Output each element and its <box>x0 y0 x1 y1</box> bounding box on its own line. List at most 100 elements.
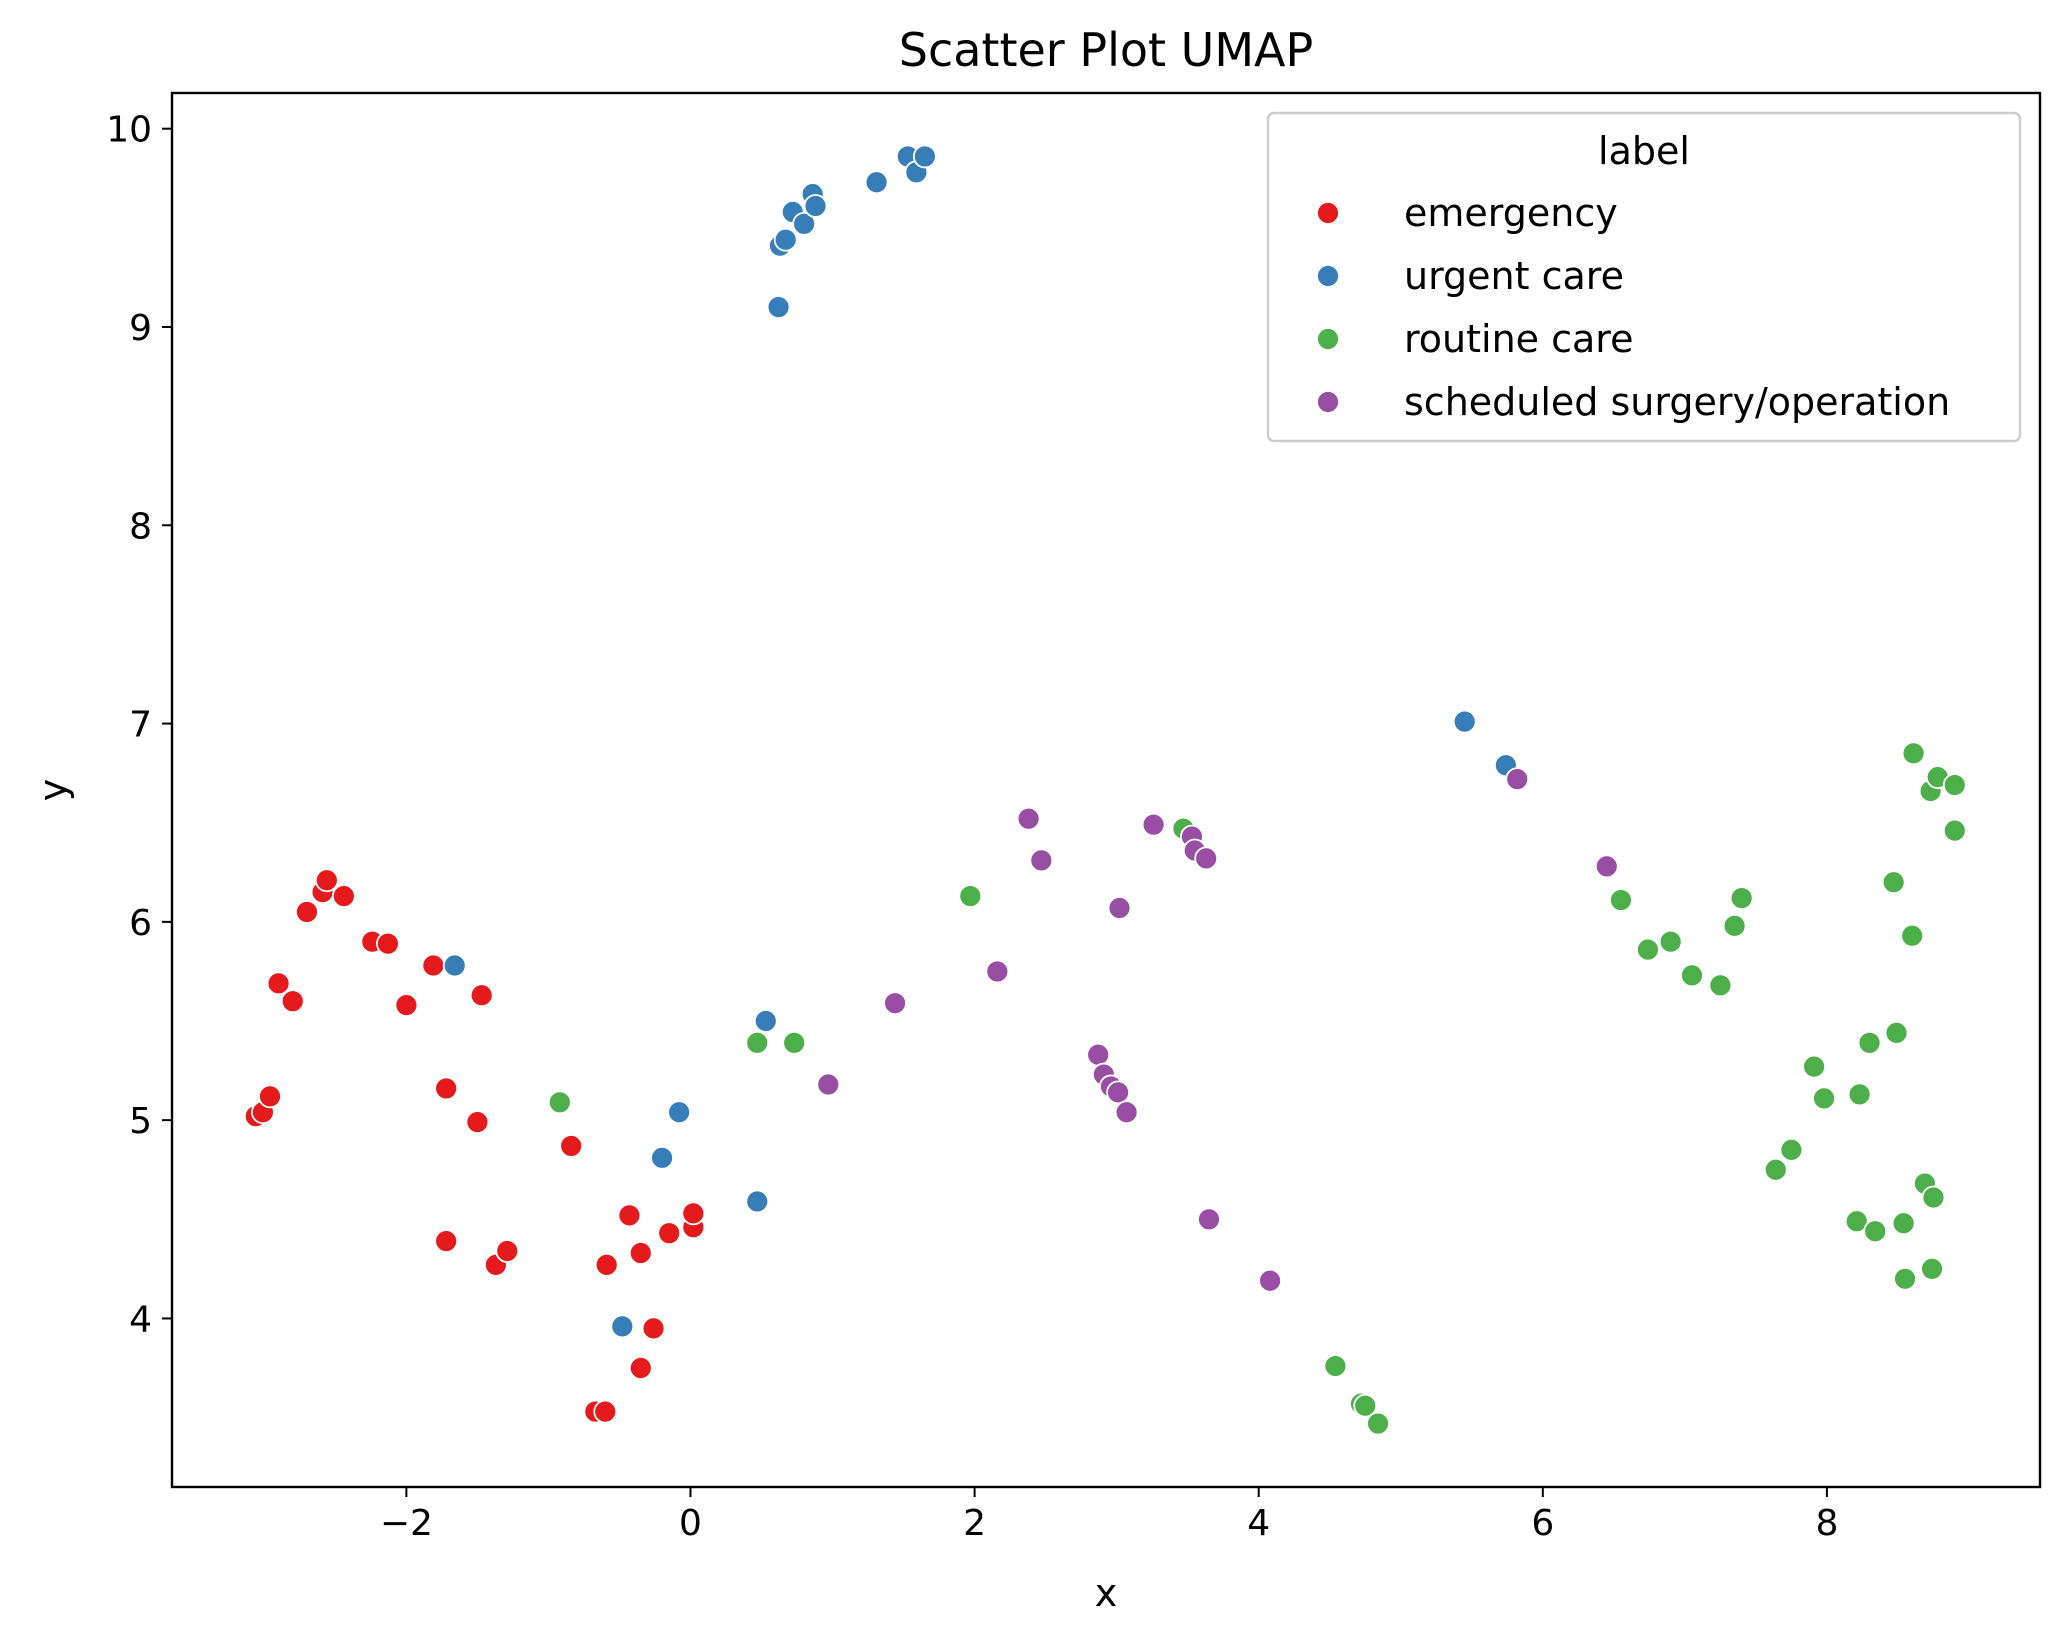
legend-label: urgent care <box>1404 254 1624 298</box>
data-point <box>1847 1082 1872 1107</box>
data-point <box>773 227 798 252</box>
legend-box <box>1266 111 2022 443</box>
data-point <box>1763 1157 1788 1182</box>
legend: label emergency urgent care routine care sc… <box>1266 111 2022 443</box>
legend-marker <box>1316 201 1340 225</box>
legend-marker <box>1316 390 1340 414</box>
data-point <box>442 953 467 978</box>
data-point <box>766 295 791 320</box>
data-point <box>394 993 419 1018</box>
x-tick-label: 8 <box>1815 1503 1838 1544</box>
x-tick-label: −2 <box>380 1503 433 1544</box>
y-axis: 4 5 6 7 8 9 10 <box>106 110 172 1340</box>
y-tick-label: 5 <box>129 1101 152 1142</box>
data-point <box>1901 741 1926 766</box>
data-point <box>782 1030 807 1055</box>
data-point <box>593 1399 618 1424</box>
data-point <box>1812 1086 1836 1111</box>
data-point <box>434 1076 459 1101</box>
data-point <box>610 1314 635 1339</box>
data-point <box>1729 886 1754 910</box>
data-point <box>258 1084 282 1109</box>
x-tick-label: 6 <box>1531 1503 1554 1544</box>
y-tick-label: 6 <box>129 903 152 944</box>
data-point <box>421 953 446 978</box>
data-point <box>1658 929 1683 954</box>
data-point <box>266 971 291 996</box>
data-point <box>1258 1268 1282 1293</box>
data-point <box>1708 973 1733 998</box>
data-point <box>1680 963 1704 988</box>
chart-title: Scatter Plot UMAP <box>899 23 1313 77</box>
data-point <box>1893 1266 1917 1291</box>
data-point <box>469 983 494 1008</box>
data-point <box>1107 896 1132 920</box>
legend-label: emergency <box>1404 191 1618 235</box>
data-point <box>314 868 339 893</box>
data-point <box>1942 818 1967 843</box>
data-point <box>559 1134 584 1158</box>
data-point <box>594 1253 619 1277</box>
data-point <box>465 1110 490 1135</box>
y-tick-label: 4 <box>129 1299 152 1340</box>
y-axis-label: y <box>31 779 75 802</box>
data-point <box>1844 1209 1869 1234</box>
x-axis: −2 0 2 4 6 8 <box>380 1487 1838 1544</box>
data-point <box>1505 767 1530 791</box>
data-point <box>1366 1411 1390 1436</box>
data-point <box>1106 1080 1130 1105</box>
legend-marker <box>1316 327 1340 351</box>
data-point <box>617 1203 642 1228</box>
data-point <box>1920 1256 1944 1281</box>
data-point <box>681 1201 706 1226</box>
data-point <box>547 1090 572 1115</box>
points-layer <box>243 144 1967 1436</box>
data-point <box>1194 846 1219 871</box>
legend-marker <box>1316 264 1340 288</box>
legend-label: scheduled surgery/operation <box>1404 380 1950 424</box>
data-point <box>1029 848 1054 873</box>
legend-title: label <box>1598 129 1690 173</box>
data-point <box>1779 1138 1804 1162</box>
data-point <box>985 959 1010 984</box>
data-point <box>295 900 319 924</box>
series-2 <box>547 741 1967 1436</box>
data-point <box>1086 1042 1111 1067</box>
y-tick-label: 9 <box>129 308 152 349</box>
data-point <box>628 1241 653 1265</box>
data-point <box>1594 854 1619 879</box>
data-point <box>650 1145 674 1170</box>
data-point <box>1722 913 1747 938</box>
series-3 <box>816 767 1619 1293</box>
data-point <box>1921 1185 1946 1210</box>
x-tick-label: 4 <box>1247 1503 1270 1544</box>
data-point <box>753 1009 778 1033</box>
data-point <box>641 1316 666 1341</box>
data-point <box>628 1356 653 1380</box>
data-point <box>1609 888 1633 912</box>
x-axis-label: x <box>1095 1571 1118 1615</box>
y-tick-label: 7 <box>129 705 152 746</box>
data-point <box>1857 1030 1882 1055</box>
data-point <box>331 884 356 908</box>
data-point <box>1114 1100 1139 1125</box>
data-point <box>912 144 937 169</box>
data-point <box>958 884 983 908</box>
x-tick-label: 0 <box>679 1503 702 1544</box>
y-tick-label: 10 <box>106 110 152 151</box>
data-point <box>434 1229 459 1254</box>
data-point <box>280 989 305 1014</box>
data-point <box>1452 709 1477 734</box>
data-point <box>667 1100 692 1125</box>
data-point <box>1016 806 1041 831</box>
data-point <box>1891 1211 1916 1236</box>
data-point <box>1900 923 1925 948</box>
data-point <box>816 1072 841 1097</box>
data-point <box>1802 1054 1827 1079</box>
data-point <box>1884 1021 1909 1045</box>
data-point <box>1141 812 1166 837</box>
legend-entries: emergency urgent care routine care schedule… <box>1316 191 1950 424</box>
data-point <box>864 170 889 195</box>
plot-frame <box>170 91 2042 1489</box>
